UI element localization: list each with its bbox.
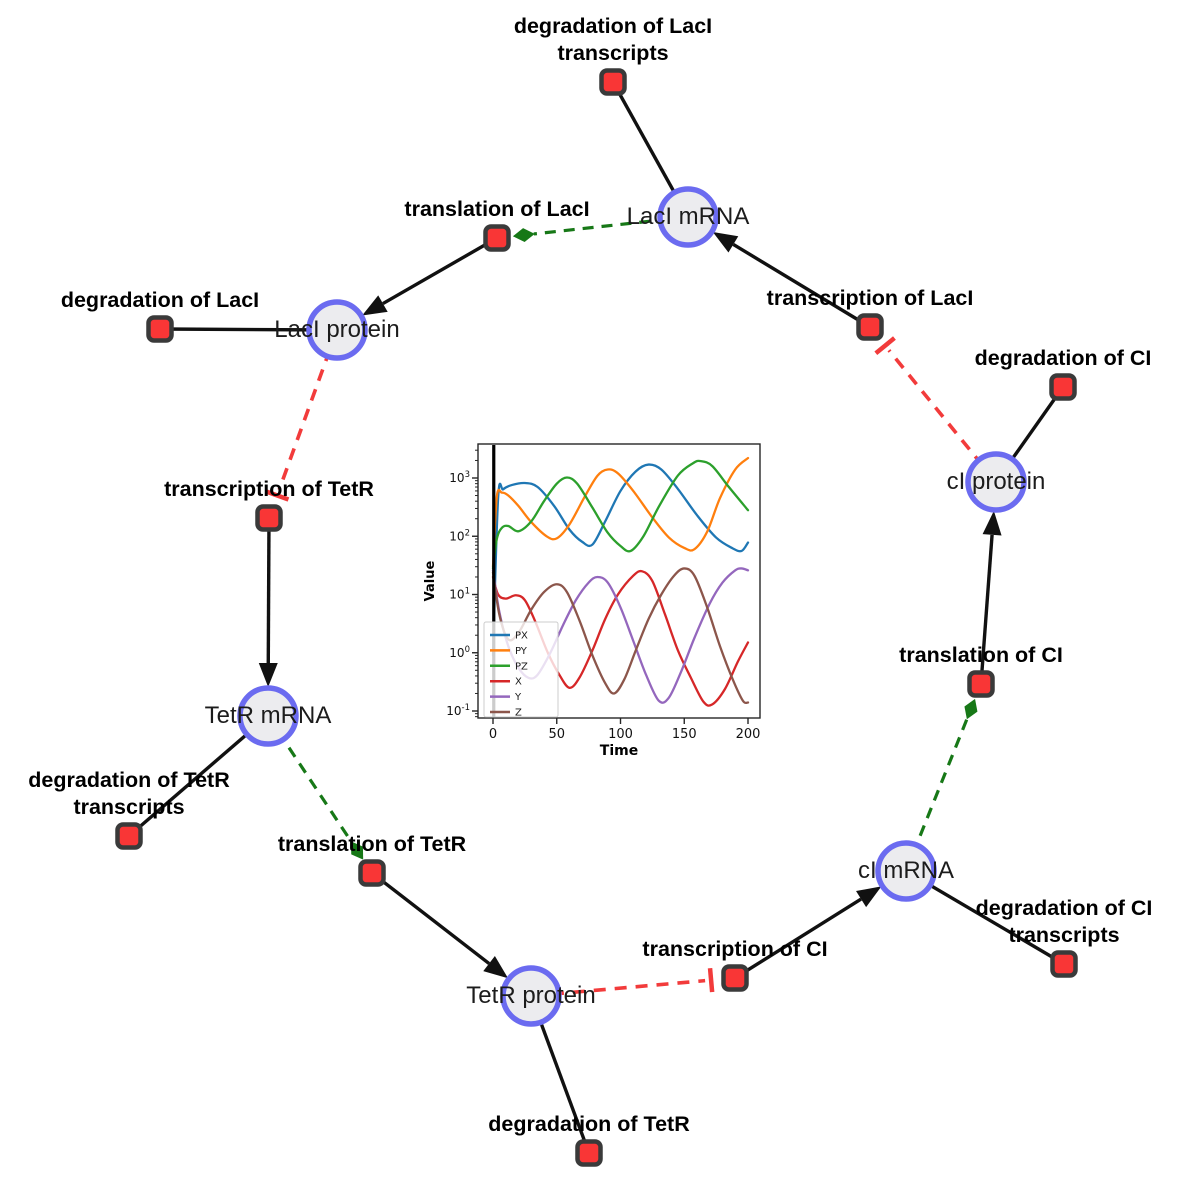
edge-transcription_ci-ci_mrna: [734, 886, 882, 980]
production-arrowhead-icon: [856, 886, 882, 908]
inhibition-tbar-icon: [874, 336, 896, 355]
reaction-node-deg_laci[interactable]: [146, 315, 174, 343]
production-arrowhead-icon: [712, 232, 739, 253]
simulation-plot-panel: 0 50 100 150 200 Time 103 102 101 100 10-1 Value PX P…: [420, 418, 790, 766]
production-arrowhead-icon: [483, 956, 509, 979]
plot-legend: PX PY PZ XYZ: [483, 621, 559, 719]
reaction-node-translation_laci[interactable]: [483, 224, 511, 252]
production-arrowhead-icon: [362, 295, 388, 316]
production-arrowhead-icon: [258, 662, 278, 688]
legend-label-PX: PX: [515, 631, 528, 642]
species-node-laci_mrna[interactable]: [657, 186, 719, 248]
reaction-node-deg_tetr[interactable]: [575, 1139, 603, 1167]
series-line-PZ: [491, 459, 750, 570]
reaction-node-translation_tetr[interactable]: [358, 859, 386, 887]
y-tick-label: 10-1: [446, 703, 470, 718]
species-node-laci_protein[interactable]: [306, 299, 368, 361]
edge-translation_tetr-tetr_protein: [370, 871, 509, 979]
legend-label-X: X: [515, 677, 522, 688]
reaction-node-deg_ci[interactable]: [1049, 373, 1077, 401]
edge-translation_ci-ci_protein: [979, 510, 1002, 685]
x-tick-label: 150: [672, 727, 697, 742]
y-tick-label: 101: [449, 587, 470, 602]
species-node-ci_mrna[interactable]: [875, 840, 937, 902]
species-node-tetr_protein[interactable]: [500, 965, 562, 1027]
catalysis-diamond-icon: [351, 841, 364, 860]
legend-box: [483, 621, 559, 718]
x-tick-label: 100: [608, 727, 633, 742]
reaction-node-deg_ci_transcripts[interactable]: [1050, 950, 1078, 978]
y-axis: 103 102 101 100 10-1 Value: [423, 449, 478, 718]
production-arrowhead-icon: [982, 510, 1002, 536]
y-axis-title-group: Value: [423, 560, 438, 601]
simulation-plot: 0 50 100 150 200Time10310210110010-1ValuePXP…: [423, 443, 761, 759]
plot-spines: [477, 443, 761, 719]
x-axis-title: Time: [600, 743, 638, 759]
reaction-node-deg_tetr_transcripts[interactable]: [115, 822, 143, 850]
series-line-X: [491, 569, 750, 707]
species-node-tetr_mrna[interactable]: [237, 685, 299, 747]
inhibition-tbar-icon: [265, 489, 290, 502]
series-line-Z: [491, 567, 750, 705]
x-tick-label: 200: [736, 727, 761, 742]
species-node-ci_protein[interactable]: [965, 451, 1027, 513]
legend-label-Z: Z: [515, 708, 522, 719]
nodes-layer: [115, 68, 1078, 1167]
legend-label-Y: Y: [514, 692, 522, 703]
x-tick-label: 0: [489, 727, 497, 742]
legend-label-PY: PY: [515, 646, 528, 657]
y-tick-label: 102: [449, 528, 470, 543]
reaction-node-transcription_laci[interactable]: [856, 313, 884, 341]
inhibition-tbar-icon: [707, 967, 715, 993]
catalysis-diamond-icon: [964, 698, 978, 720]
reaction-node-transcription_tetr[interactable]: [255, 504, 283, 532]
y-axis-title: Value: [423, 560, 438, 601]
reaction-node-transcription_ci[interactable]: [721, 964, 749, 992]
legend-label-PZ: PZ: [515, 661, 528, 672]
x-tick-label: 50: [548, 727, 565, 742]
y-tick-label: 100: [449, 645, 470, 660]
series-line-PY: [491, 456, 750, 568]
y-tick-label: 103: [449, 470, 470, 485]
edge-translation_laci-laci_protein: [362, 236, 498, 316]
catalysis-diamond-icon: [512, 228, 535, 243]
reaction-node-translation_ci[interactable]: [967, 670, 995, 698]
edge-transcription_tetr-tetr_mrna: [258, 517, 278, 688]
reaction-node-deg_laci_transcripts[interactable]: [599, 68, 627, 96]
edge-transcription_laci-laci_mrna: [712, 232, 871, 329]
x-axis: 0 50 100 150 200 Time: [489, 718, 761, 759]
